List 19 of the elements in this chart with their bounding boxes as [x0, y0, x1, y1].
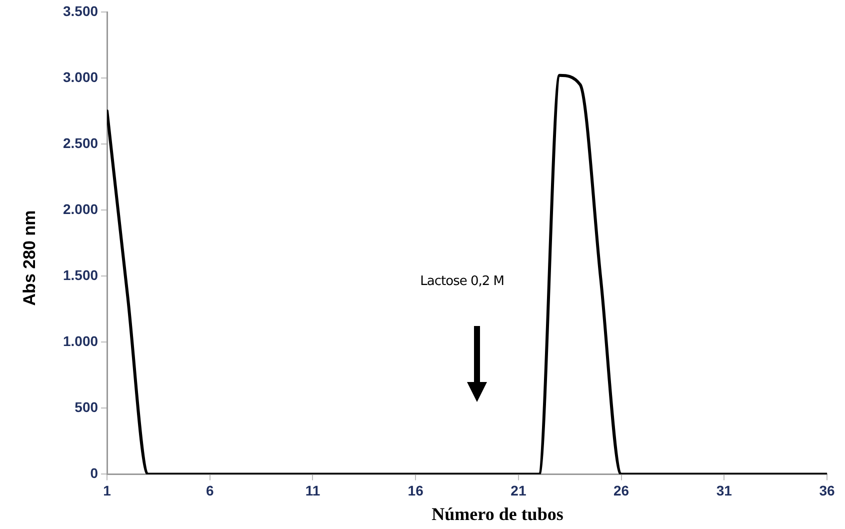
y-tick-label: 1.500: [62, 266, 98, 283]
y-tick-label: 1.000: [62, 333, 98, 349]
x-tick-label: 36: [819, 482, 835, 498]
y-tick-label: 2.500: [62, 134, 98, 151]
y-tick-label: 0: [90, 465, 98, 482]
y-tick-label: 3.500: [62, 2, 98, 19]
x-tick-label: 6: [206, 482, 214, 498]
x-tick-label: 16: [408, 482, 424, 498]
annotation: Lactose 0,2 M: [420, 274, 504, 290]
x-tick-label: 1: [103, 482, 112, 498]
y-tick-label: 3.000: [62, 68, 98, 85]
y-tick-label: 2.000: [62, 200, 98, 217]
x-axis-title: Número de tubos: [430, 504, 564, 525]
x-tick-label: 11: [305, 482, 320, 498]
x-tick-label: 31: [716, 482, 732, 498]
x-tick-label: 26: [614, 482, 630, 498]
y-tick-label: 500: [74, 399, 98, 416]
y-axis-title: Abs 280 nm: [20, 210, 40, 306]
x-tick-label: 21: [510, 482, 526, 498]
